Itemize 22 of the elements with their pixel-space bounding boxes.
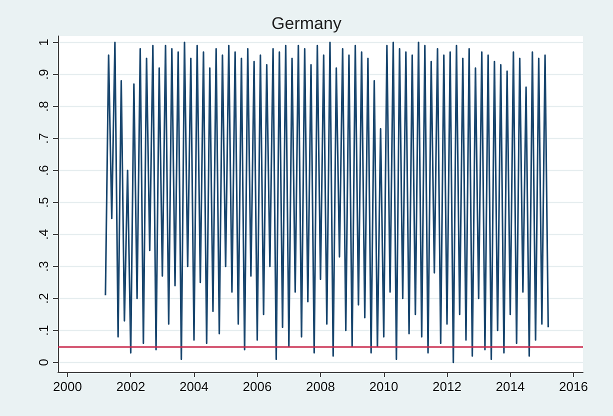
y-tick-label: .5: [36, 196, 51, 208]
x-tick-label: 2014: [496, 379, 525, 394]
y-tick-label: .9: [36, 68, 51, 80]
x-tick-label: 2010: [369, 379, 398, 394]
y-tick-label: .8: [36, 100, 51, 112]
y-tick-label: .4: [36, 228, 51, 240]
x-tick-label: 2012: [432, 379, 462, 394]
y-tick-label: .7: [36, 132, 51, 144]
y-tick-label: .1: [36, 324, 51, 336]
y-tick-label: .2: [36, 292, 51, 304]
x-tick-label: 2000: [53, 379, 82, 394]
y-tick-label: .6: [36, 164, 51, 176]
line-series: [104, 42, 550, 364]
x-tick-label: 2006: [242, 379, 272, 394]
x-tick-label: 2008: [306, 379, 335, 394]
y-tick-label: 0: [36, 358, 51, 366]
x-tick-label: 2002: [116, 379, 146, 394]
y-tick-label: .3: [36, 260, 51, 272]
chart-title: Germany: [272, 14, 342, 33]
x-tick-label: 2016: [559, 379, 588, 394]
y-tick-label: 1: [36, 38, 51, 46]
x-tick-label: 2004: [180, 379, 208, 394]
